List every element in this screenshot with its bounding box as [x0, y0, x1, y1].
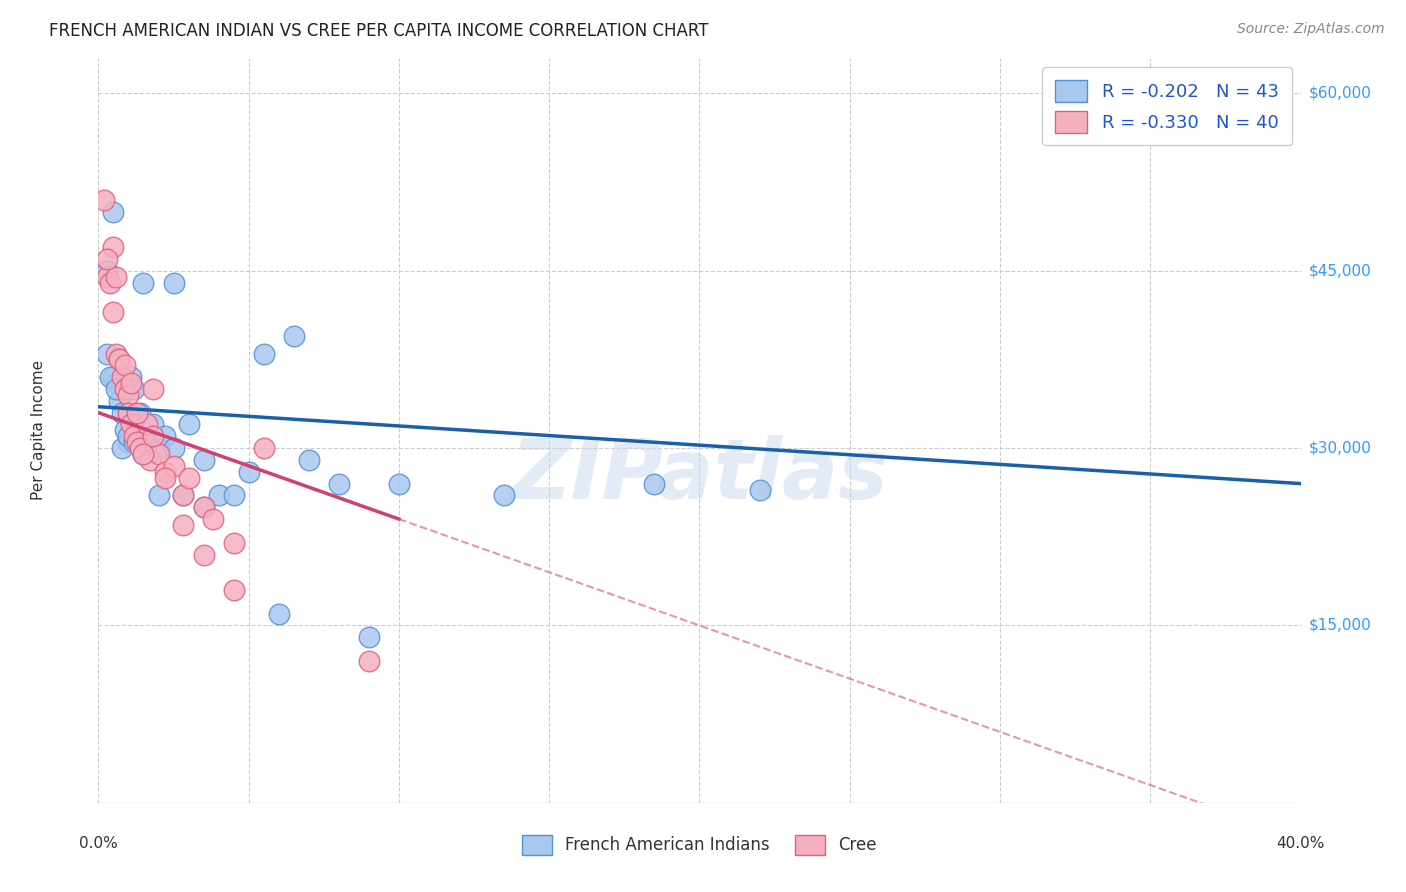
Point [748, 483, 770, 497]
Point [105, 382, 128, 396]
Point [138, 453, 160, 467]
Point [298, 453, 321, 467]
Point [388, 476, 411, 491]
Point [238, 465, 260, 479]
Text: $60,000: $60,000 [1309, 86, 1372, 101]
Point [114, 424, 136, 438]
Text: 0.0%: 0.0% [79, 837, 118, 851]
Point [100, 276, 122, 290]
Point [132, 447, 155, 461]
Point [153, 465, 176, 479]
Point [93, 193, 115, 207]
Point [103, 370, 125, 384]
Point [96, 252, 118, 266]
Text: Per Capita Income: Per Capita Income [31, 360, 46, 500]
Text: ZIPatlas: ZIPatlas [510, 434, 889, 516]
Point [121, 417, 143, 432]
Point [193, 500, 215, 515]
Text: $15,000: $15,000 [1309, 618, 1372, 633]
Point [208, 488, 231, 502]
Point [121, 376, 143, 390]
Point [105, 346, 128, 360]
Point [267, 607, 290, 621]
Point [124, 382, 146, 396]
Point [177, 417, 200, 432]
Point [141, 429, 163, 443]
Point [283, 328, 305, 343]
Point [193, 500, 215, 515]
Legend: French American Indians, Cree: French American Indians, Cree [516, 828, 883, 862]
Point [148, 441, 170, 455]
Point [105, 269, 128, 284]
Point [135, 435, 157, 450]
Point [494, 488, 516, 502]
Point [117, 429, 139, 443]
Point [117, 388, 139, 402]
Point [222, 488, 245, 502]
Point [162, 276, 184, 290]
Point [135, 417, 157, 432]
Point [172, 488, 194, 502]
Point [162, 441, 184, 455]
Point [127, 435, 149, 450]
Point [117, 435, 139, 450]
Text: FRENCH AMERICAN INDIAN VS CREE PER CAPITA INCOME CORRELATION CHART: FRENCH AMERICAN INDIAN VS CREE PER CAPIT… [49, 22, 709, 40]
Point [114, 382, 136, 396]
Point [141, 417, 163, 432]
Point [103, 305, 125, 319]
Point [177, 471, 200, 485]
Point [129, 406, 152, 420]
Point [103, 240, 125, 254]
Point [129, 441, 152, 455]
Point [100, 370, 122, 384]
Point [357, 654, 380, 668]
Point [108, 352, 131, 367]
Point [96, 346, 118, 360]
Text: 40.0%: 40.0% [1277, 837, 1324, 851]
Point [153, 429, 176, 443]
Point [153, 471, 176, 485]
Point [124, 435, 146, 450]
Point [643, 476, 665, 491]
Point [127, 406, 149, 420]
Text: $45,000: $45,000 [1309, 263, 1372, 278]
Point [253, 346, 276, 360]
Point [111, 441, 134, 455]
Point [105, 376, 128, 390]
Point [222, 582, 245, 597]
Point [222, 535, 245, 549]
Point [96, 269, 118, 284]
Point [96, 264, 118, 278]
Point [111, 370, 134, 384]
Point [193, 453, 215, 467]
Point [162, 458, 184, 473]
Point [328, 476, 350, 491]
Point [132, 447, 155, 461]
Point [121, 370, 143, 384]
Point [193, 548, 215, 562]
Point [148, 488, 170, 502]
Point [141, 382, 163, 396]
Point [108, 352, 131, 367]
Point [103, 204, 125, 219]
Point [111, 406, 134, 420]
Text: Source: ZipAtlas.com: Source: ZipAtlas.com [1237, 22, 1385, 37]
Point [201, 512, 224, 526]
Point [148, 447, 170, 461]
Point [114, 359, 136, 373]
Text: $30,000: $30,000 [1309, 441, 1372, 456]
Point [172, 518, 194, 533]
Point [124, 429, 146, 443]
Point [132, 276, 155, 290]
Point [253, 441, 276, 455]
Point [172, 488, 194, 502]
Point [357, 630, 380, 644]
Point [108, 393, 131, 408]
Point [117, 406, 139, 420]
